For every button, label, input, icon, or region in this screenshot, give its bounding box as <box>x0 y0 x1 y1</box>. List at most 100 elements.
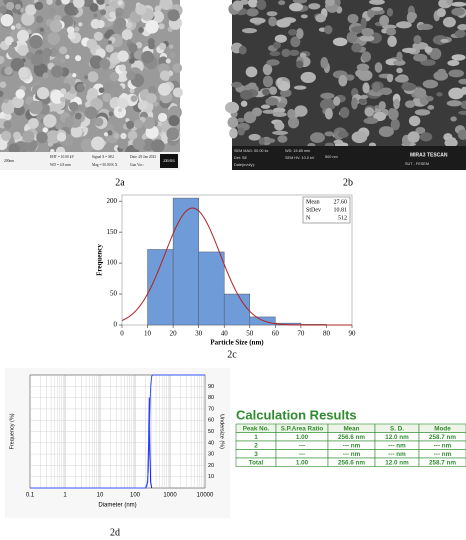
grain <box>378 101 386 111</box>
grain <box>84 106 98 120</box>
y-tick-label: 150 <box>107 228 118 236</box>
y2-tick-label: 40 <box>208 440 214 446</box>
grain <box>247 0 259 8</box>
cell-text: 258.7 nm <box>429 434 456 441</box>
bar <box>223 293 251 326</box>
cell-text: --- <box>299 451 305 458</box>
stats-value: 512 <box>338 215 347 221</box>
grain <box>48 7 57 15</box>
grain <box>299 52 307 58</box>
grain <box>260 104 271 109</box>
grain <box>142 116 156 129</box>
grain <box>5 1 15 11</box>
grain <box>76 83 85 92</box>
grain <box>458 110 466 115</box>
grain <box>437 68 446 75</box>
grain <box>98 87 105 94</box>
grain <box>414 109 431 116</box>
grain <box>440 38 449 43</box>
grain <box>133 50 143 60</box>
grain <box>128 43 138 53</box>
grain <box>50 65 64 78</box>
stats-name: N <box>306 215 311 221</box>
grain <box>269 86 278 95</box>
caption: 2d <box>110 527 120 538</box>
grain <box>266 59 280 66</box>
grain <box>363 117 379 124</box>
grain <box>105 44 114 53</box>
sem-info-bar-a <box>0 152 180 170</box>
grain <box>0 13 14 27</box>
grain <box>46 0 53 5</box>
x-tick-label: 20 <box>170 330 178 338</box>
grain <box>338 74 348 87</box>
y-tick-label: 50 <box>110 290 118 298</box>
cell-text: 12.0 nm <box>385 434 409 441</box>
sem-info: Mag = 50.00 K X <box>92 163 118 167</box>
grain <box>117 50 129 62</box>
grain <box>457 129 466 140</box>
grain <box>249 17 266 24</box>
x-tick-label: 10 <box>97 493 104 499</box>
sem-logo: MIRA3 TESCAN <box>410 152 448 158</box>
grain <box>262 75 274 88</box>
grain <box>115 11 121 17</box>
grain <box>160 0 173 10</box>
grain <box>229 127 238 139</box>
grain <box>107 130 113 136</box>
grain <box>325 0 335 7</box>
grain <box>264 138 276 144</box>
cell-text: --- nm <box>434 451 452 458</box>
grain <box>296 60 304 69</box>
grain <box>262 63 273 76</box>
grain <box>104 32 111 39</box>
grain <box>359 70 371 78</box>
grain <box>137 100 148 111</box>
grain <box>289 2 304 12</box>
series-line <box>30 374 205 489</box>
grain <box>158 112 168 122</box>
cell-text: --- nm <box>388 442 406 449</box>
grain <box>320 92 335 100</box>
grain <box>78 22 83 27</box>
grain <box>138 27 144 33</box>
grain <box>169 44 174 49</box>
grain <box>159 42 167 50</box>
grain <box>356 63 370 72</box>
grain <box>380 87 393 95</box>
grain <box>276 77 283 87</box>
grain <box>346 31 358 44</box>
grain <box>109 11 116 18</box>
sem-logo: ZEISS <box>163 158 175 163</box>
sem-info: SUT - FESEM <box>405 162 429 166</box>
grain <box>246 8 259 17</box>
grain <box>248 82 257 88</box>
grain <box>0 5 7 14</box>
grain <box>80 138 95 153</box>
stats-value: 10.81 <box>334 207 348 213</box>
grain <box>241 28 258 34</box>
grain <box>22 130 35 143</box>
grain <box>288 29 298 36</box>
grain <box>292 0 308 4</box>
x-tick-label: 1 <box>63 493 67 499</box>
grain <box>117 0 123 6</box>
grain <box>386 27 397 36</box>
cell-text: --- nm <box>343 442 361 449</box>
grain <box>367 8 375 19</box>
grain <box>113 133 120 139</box>
cell-text: 1.00 <box>296 434 309 441</box>
grain <box>436 7 446 18</box>
grain <box>1 130 12 142</box>
grain <box>256 0 267 11</box>
grain <box>269 50 281 57</box>
grain <box>251 107 263 117</box>
cell-text: 2 <box>254 442 258 449</box>
grain <box>172 87 183 98</box>
grain <box>11 41 18 48</box>
grain <box>388 108 399 121</box>
cell-text: Peak No. <box>243 425 270 432</box>
x-tick-label: 40 <box>221 330 229 338</box>
grain <box>42 127 48 133</box>
grain <box>11 96 24 109</box>
